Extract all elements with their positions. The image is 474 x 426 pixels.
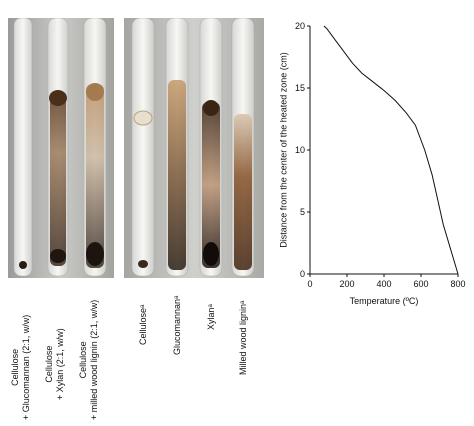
label-cellulose-mwl: Cellulose + milled wood lignin (2:1, w/w…	[78, 299, 99, 420]
label-cellulose-xylan: Cellulose + Xylan (2:1, w/w)	[44, 328, 65, 400]
y-tick-label: 15	[295, 83, 305, 93]
x-tick-label: 600	[413, 279, 428, 289]
x-tick-label: 400	[376, 279, 391, 289]
label-milled-wood-lignin: Milled wood ligninᵃ	[238, 300, 248, 375]
y-axis-label: Distance from the center of the heated z…	[278, 52, 288, 248]
chart-svg: 0 200 400 600 800 0 5 10 15 20 Temperature (ºC) D…	[278, 21, 466, 306]
x-tick-label: 0	[307, 279, 312, 289]
label-xylan: Xylanᵃ	[206, 304, 216, 330]
y-tick-label: 5	[300, 207, 305, 217]
chart-axes: 0 200 400 600 800 0 5 10 15 20	[295, 21, 466, 289]
photo-mixed-samples	[8, 18, 114, 278]
label-cellulose: Celluloseᵃ	[138, 304, 148, 345]
temperature-profile-chart: 0 200 400 600 800 0 5 10 15 20 Temperature (ºC) D…	[276, 10, 474, 310]
series-line	[323, 25, 459, 275]
photo-single-components	[124, 18, 264, 278]
x-tick-label: 200	[339, 279, 354, 289]
label-glucomannan: Glucomannanᵃ	[172, 295, 182, 355]
y-tick-label: 20	[295, 21, 305, 31]
label-cellulose-glucomannan: Cellulose + Glucomannan (2:1, w/w)	[10, 314, 31, 420]
y-tick-label: 0	[300, 269, 305, 279]
x-tick-label: 800	[450, 279, 465, 289]
x-axis-label: Temperature (ºC)	[350, 296, 419, 306]
y-tick-label: 10	[295, 145, 305, 155]
